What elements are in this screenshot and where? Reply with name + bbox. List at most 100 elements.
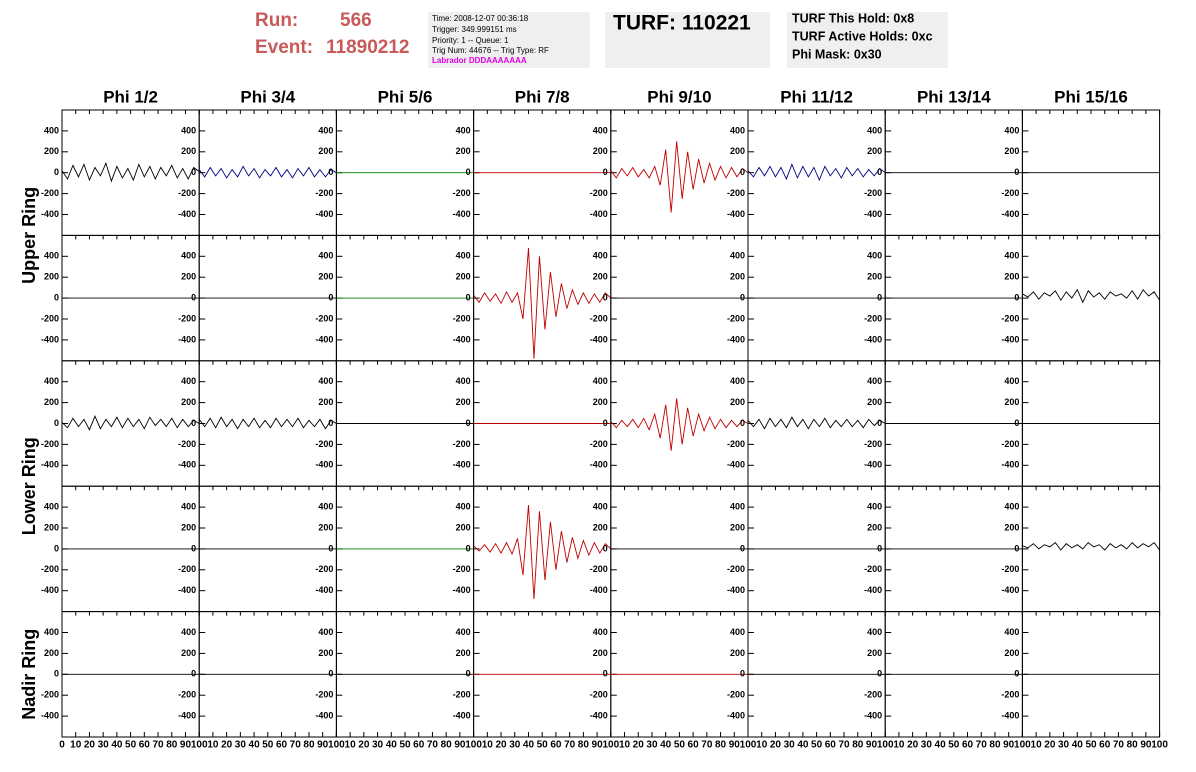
y-tick-label: 0 [877, 167, 882, 177]
x-tick-label: 30 [98, 740, 110, 751]
y-tick-label: 200 [867, 648, 882, 658]
y-tick-label: 400 [730, 125, 745, 135]
x-tick-label: 100 [465, 740, 482, 751]
waveform [61, 162, 200, 183]
y-tick-label: -200 [864, 564, 882, 574]
y-tick-label: -200 [590, 313, 608, 323]
y-tick-label: 400 [867, 627, 882, 637]
y-tick-label: 400 [1004, 251, 1019, 261]
y-tick-label: 0 [54, 418, 59, 428]
x-tick-label: 100 [328, 740, 345, 751]
info-box [428, 12, 590, 68]
y-tick-label: -200 [727, 188, 745, 198]
x-tick-label: 10 [1031, 740, 1043, 751]
y-tick-label: 0 [466, 543, 471, 553]
y-tick-label: 0 [740, 167, 745, 177]
y-tick-label: 200 [456, 522, 471, 532]
y-tick-label: 400 [730, 627, 745, 637]
y-tick-label: 200 [181, 397, 196, 407]
y-tick-label: 400 [867, 376, 882, 386]
ring-label: Lower Ring [19, 437, 39, 535]
y-tick-label: 400 [593, 125, 608, 135]
y-tick-label: -400 [315, 710, 333, 720]
y-tick-label: -400 [453, 585, 471, 595]
y-tick-label: -400 [864, 460, 882, 470]
y-tick-label: 200 [1004, 648, 1019, 658]
y-tick-label: 0 [877, 418, 882, 428]
y-tick-label: 400 [1004, 125, 1019, 135]
run-number: 566 [340, 10, 372, 31]
y-tick-label: 0 [466, 669, 471, 679]
y-tick-label: 0 [191, 543, 196, 553]
y-tick-label: 0 [466, 167, 471, 177]
y-tick-label: 0 [1014, 543, 1019, 553]
y-tick-label: -400 [1001, 585, 1019, 595]
x-tick-label: 30 [921, 740, 933, 751]
waveform [747, 163, 886, 182]
y-tick-label: 200 [44, 272, 59, 282]
y-tick-label: 400 [730, 251, 745, 261]
x-tick-label: 50 [537, 740, 549, 751]
y-tick-label: -200 [453, 564, 471, 574]
x-tick-label: 100 [1014, 740, 1031, 751]
x-tick-label: 30 [509, 740, 521, 751]
y-tick-label: 0 [466, 292, 471, 302]
y-tick-label: -200 [1001, 313, 1019, 323]
x-tick-label: 60 [276, 740, 288, 751]
x-tick-label: 40 [386, 740, 398, 751]
x-tick-label: 50 [262, 740, 274, 751]
x-tick-label: 50 [811, 740, 823, 751]
turf-line: TURF Active Holds: 0xc [792, 29, 933, 43]
column-header: Phi 15/16 [1054, 87, 1128, 106]
x-tick-label: 70 [564, 740, 576, 751]
x-tick-label: 60 [1099, 740, 1111, 751]
column-header: Phi 7/8 [515, 87, 570, 106]
y-tick-label: 200 [593, 272, 608, 282]
y-tick-label: 0 [191, 292, 196, 302]
waveform [1022, 288, 1160, 304]
y-tick-label: 0 [740, 669, 745, 679]
waveform [198, 165, 337, 179]
y-tick-label: -200 [727, 564, 745, 574]
y-tick-label: -400 [1001, 460, 1019, 470]
y-tick-label: 400 [318, 627, 333, 637]
waveform [747, 416, 886, 430]
x-tick-label: 10 [756, 740, 768, 751]
y-tick-label: 0 [877, 543, 882, 553]
column-header: Phi 3/4 [240, 87, 295, 106]
y-tick-label: 200 [318, 397, 333, 407]
y-tick-label: -200 [1001, 564, 1019, 574]
x-tick-label: 80 [441, 740, 453, 751]
turf-id: TURF: 110221 [613, 12, 751, 35]
y-tick-label: -200 [864, 690, 882, 700]
y-tick-label: 400 [44, 251, 59, 261]
y-tick-label: 400 [456, 627, 471, 637]
column-header: Phi 11/12 [780, 87, 853, 106]
waveform [198, 416, 337, 430]
y-tick-label: 200 [181, 522, 196, 532]
y-tick-label: 0 [54, 543, 59, 553]
y-tick-label: -400 [864, 710, 882, 720]
column-header: Phi 13/14 [917, 87, 991, 106]
y-tick-label: 400 [456, 376, 471, 386]
y-tick-label: 400 [593, 627, 608, 637]
y-tick-label: 400 [318, 376, 333, 386]
y-tick-label: -400 [41, 209, 59, 219]
y-tick-label: -200 [590, 690, 608, 700]
y-tick-label: 200 [730, 648, 745, 658]
column-header: Phi 1/2 [103, 87, 158, 106]
x-tick-label: 90 [592, 740, 604, 751]
y-tick-label: 400 [318, 251, 333, 261]
y-tick-label: -400 [453, 209, 471, 219]
y-tick-label: 0 [328, 418, 333, 428]
y-tick-label: 200 [1004, 146, 1019, 156]
y-tick-label: 0 [1014, 167, 1019, 177]
x-tick-label: 60 [139, 740, 151, 751]
y-tick-label: 200 [318, 648, 333, 658]
y-tick-label: -400 [178, 710, 196, 720]
x-tick-label: 70 [290, 740, 302, 751]
y-tick-label: 200 [181, 272, 196, 282]
y-tick-label: -400 [1001, 209, 1019, 219]
y-tick-label: -400 [727, 334, 745, 344]
y-tick-label: 200 [730, 272, 745, 282]
